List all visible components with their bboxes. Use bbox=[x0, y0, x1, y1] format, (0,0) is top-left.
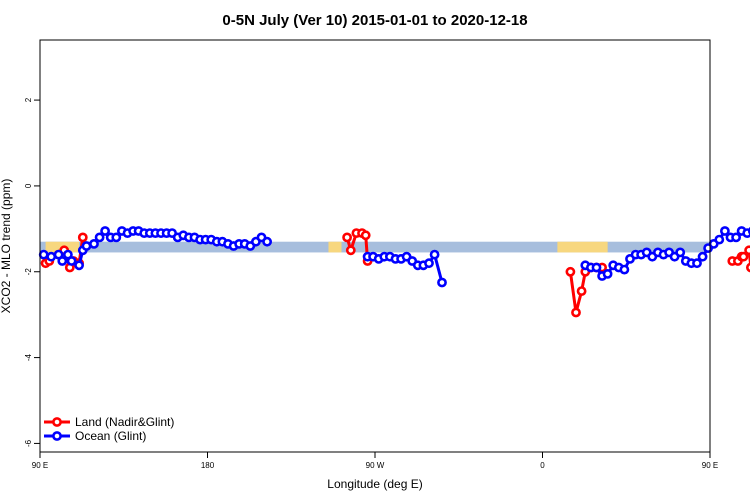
data-point bbox=[591, 262, 602, 273]
ocean-series bbox=[38, 226, 750, 288]
y-tick-label: 0 bbox=[24, 183, 33, 188]
data-point bbox=[738, 251, 749, 262]
data-point bbox=[675, 247, 686, 258]
ocean-band bbox=[40, 241, 710, 253]
y-tick-label: 2 bbox=[24, 97, 33, 102]
land-band-segment bbox=[557, 241, 608, 253]
data-point bbox=[720, 226, 730, 236]
data-point bbox=[731, 232, 741, 243]
data-point bbox=[619, 264, 630, 275]
data-point bbox=[89, 238, 99, 249]
data-point bbox=[429, 249, 440, 260]
data-point bbox=[66, 256, 77, 266]
data-point bbox=[576, 286, 587, 296]
legend: Land (Nadir&Glint)Ocean (Glint) bbox=[44, 415, 174, 443]
data-point bbox=[571, 307, 581, 318]
data-point bbox=[602, 268, 613, 279]
data-point bbox=[111, 232, 122, 243]
reference-band bbox=[40, 241, 710, 253]
data-point bbox=[345, 245, 356, 256]
x-tick-label: 0 bbox=[540, 461, 545, 470]
data-point bbox=[57, 256, 68, 266]
data-point bbox=[81, 241, 92, 251]
series-layer bbox=[38, 226, 750, 318]
data-point bbox=[38, 249, 49, 260]
data-point bbox=[746, 262, 750, 273]
legend-label: Ocean (Glint) bbox=[75, 429, 146, 443]
data-point bbox=[262, 236, 272, 247]
x-tick-label: 90 W bbox=[366, 461, 385, 470]
data-point bbox=[565, 266, 576, 277]
data-point bbox=[744, 245, 750, 256]
land-band-segment bbox=[328, 241, 342, 253]
y-tick-label: -6 bbox=[24, 439, 33, 447]
legend-label: Land (Nadir&Glint) bbox=[75, 415, 174, 429]
data-point bbox=[697, 251, 708, 262]
data-point bbox=[437, 277, 447, 288]
data-point bbox=[77, 232, 88, 243]
data-point bbox=[94, 232, 105, 243]
x-tick-label: 90 E bbox=[702, 461, 718, 470]
x-tick-label: 90 E bbox=[32, 461, 48, 470]
data-point bbox=[74, 260, 84, 271]
x-tick-label: 180 bbox=[201, 461, 215, 470]
legend-swatch-marker bbox=[52, 417, 62, 427]
x-axis: 90 E 180 90 W 0 90 E bbox=[32, 452, 718, 470]
data-point bbox=[714, 234, 725, 245]
data-point bbox=[692, 258, 702, 269]
y-axis: 2 0 -2 -4 -6 bbox=[24, 97, 40, 447]
x-axis-label: Longitude (deg E) bbox=[327, 477, 422, 491]
y-tick-label: -2 bbox=[24, 268, 33, 276]
data-point bbox=[100, 226, 110, 236]
data-point bbox=[360, 230, 371, 241]
y-axis-label: XCO2 - MLO trend (ppm) bbox=[0, 179, 13, 314]
chart-title: 0-5N July (Ver 10) 2015-01-01 to 2020-12… bbox=[222, 12, 527, 29]
data-point bbox=[424, 258, 434, 269]
data-point bbox=[342, 232, 352, 243]
y-tick-label: -4 bbox=[24, 353, 33, 361]
legend-swatch-marker bbox=[52, 431, 62, 441]
